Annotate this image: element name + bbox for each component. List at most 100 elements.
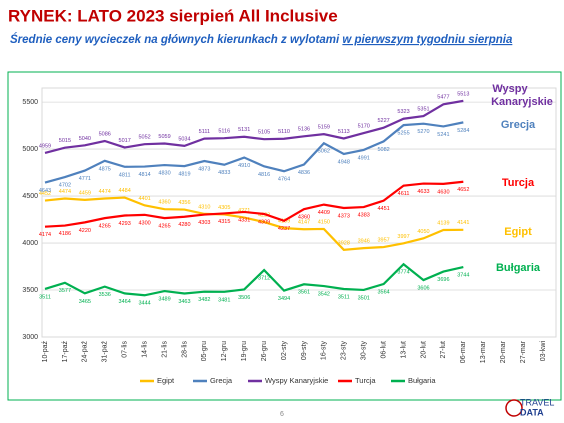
data-label: 3501 xyxy=(358,295,370,301)
data-label: 3489 xyxy=(158,297,170,303)
data-label: 4383 xyxy=(358,213,370,219)
data-label: 3481 xyxy=(218,297,230,303)
data-label: 4303 xyxy=(198,220,210,226)
data-label: 3506 xyxy=(238,295,250,301)
data-label: 4948 xyxy=(338,159,350,165)
data-label: 4814 xyxy=(138,172,150,178)
data-label: 5116 xyxy=(218,129,230,135)
data-label: 4186 xyxy=(59,231,71,237)
data-label: 5136 xyxy=(298,127,310,133)
data-label: 3564 xyxy=(378,289,390,295)
x-tick-label: 23-sty xyxy=(341,341,348,361)
data-label: 5040 xyxy=(79,136,91,142)
legend-label: Grecja xyxy=(210,376,233,385)
data-label: 3465 xyxy=(79,299,91,305)
data-label: 4611 xyxy=(398,191,410,197)
data-label: 5059 xyxy=(158,134,170,140)
data-label: 4310 xyxy=(198,204,210,210)
data-label: 3744 xyxy=(457,273,469,279)
data-label: 4220 xyxy=(79,228,91,234)
y-tick-label: 3000 xyxy=(22,334,38,341)
data-label: 4771 xyxy=(79,176,91,182)
data-label: 4459 xyxy=(79,190,91,196)
x-tick-label: 28-lis xyxy=(181,341,188,358)
series-line xyxy=(44,196,464,251)
legend-label: Bułgaria xyxy=(408,376,436,385)
data-label: 5131 xyxy=(238,127,250,133)
data-label: 5513 xyxy=(457,91,469,97)
data-label: 4833 xyxy=(218,170,230,176)
data-label: 4265 xyxy=(158,224,170,230)
data-label: 4702 xyxy=(59,183,71,189)
data-label: 3928 xyxy=(338,240,350,246)
data-label: 5284 xyxy=(457,128,469,134)
x-tick-label: 06-lut xyxy=(380,341,387,359)
series-label: Wyspy Kanaryjskie xyxy=(491,83,553,108)
data-label: 5159 xyxy=(318,125,330,131)
data-label: 4139 xyxy=(437,220,449,226)
x-tick-label: 20-lut xyxy=(420,341,427,359)
x-tick-label: 27-mar xyxy=(520,340,527,363)
y-tick-label: 5500 xyxy=(22,99,38,106)
data-label: 4147 xyxy=(298,220,310,226)
data-label: 4373 xyxy=(338,213,350,219)
legend-label: Egipt xyxy=(157,376,175,385)
data-label: 4836 xyxy=(298,170,310,176)
data-label: 5086 xyxy=(99,131,111,137)
data-label: 3511 xyxy=(338,294,350,300)
logo-text: DATA xyxy=(520,407,544,417)
data-label: 3712 xyxy=(258,276,270,282)
series-label: Egipt xyxy=(504,226,532,238)
data-label: 4630 xyxy=(437,189,449,195)
data-label: 5015 xyxy=(59,138,71,144)
data-label: 4652 xyxy=(457,187,469,193)
x-tick-label: 12-gru xyxy=(221,341,228,361)
data-label: 4141 xyxy=(457,220,469,226)
x-tick-label: 02-sty xyxy=(281,341,288,361)
data-label: 3606 xyxy=(417,286,429,292)
data-label: 3542 xyxy=(318,292,330,298)
data-label: 4875 xyxy=(99,166,111,172)
x-tick-label: 31-paź xyxy=(102,341,109,363)
data-label: 5017 xyxy=(119,138,131,144)
subtitle-part: Średnie ceny wycieczek na głównych kieru… xyxy=(10,33,342,46)
data-label: 4451 xyxy=(378,206,390,212)
data-label: 4401 xyxy=(138,196,150,202)
data-label: 5082 xyxy=(378,147,390,153)
logo-text: TRAVEL xyxy=(520,397,554,407)
x-tick-label: 21-lis xyxy=(161,341,168,358)
data-label: 3946 xyxy=(358,239,370,245)
legend-label: Turcja xyxy=(355,376,376,385)
data-label: 5255 xyxy=(397,131,409,137)
data-label: 4452 xyxy=(39,191,51,197)
data-label: 4356 xyxy=(178,200,190,206)
data-label: 3997 xyxy=(397,234,409,240)
logo-icon xyxy=(505,399,523,417)
data-label: 5170 xyxy=(358,124,370,130)
x-tick-label: 30-sty xyxy=(361,341,368,361)
data-label: 3774 xyxy=(397,270,409,276)
data-label: 5270 xyxy=(417,129,429,135)
data-label: 5241 xyxy=(437,132,449,138)
x-tick-label: 03-kwi xyxy=(540,341,547,362)
x-tick-label: 16-sty xyxy=(321,341,328,361)
x-tick-label: 05-gru xyxy=(201,341,208,361)
data-label: 5052 xyxy=(138,135,150,141)
data-label: 4360 xyxy=(298,215,310,221)
x-tick-label: 10-paź xyxy=(42,341,49,363)
data-label: 4265 xyxy=(99,224,111,230)
data-label: 4764 xyxy=(278,177,290,183)
data-label: 5227 xyxy=(378,118,390,124)
page-number: 6 xyxy=(280,411,284,418)
data-label: 4474 xyxy=(99,189,111,195)
x-tick-label: 27-lut xyxy=(440,341,447,359)
series-line xyxy=(44,121,464,184)
data-label: 3536 xyxy=(99,292,111,298)
legend-label: Wyspy Kanaryjskie xyxy=(265,376,328,385)
y-tick-label: 3500 xyxy=(22,287,38,294)
data-label: 4331 xyxy=(238,217,250,223)
x-tick-label: 06-mar xyxy=(460,340,467,363)
data-label: 4305 xyxy=(218,205,230,211)
data-label: 4409 xyxy=(318,210,330,216)
data-label: 4819 xyxy=(178,172,190,178)
